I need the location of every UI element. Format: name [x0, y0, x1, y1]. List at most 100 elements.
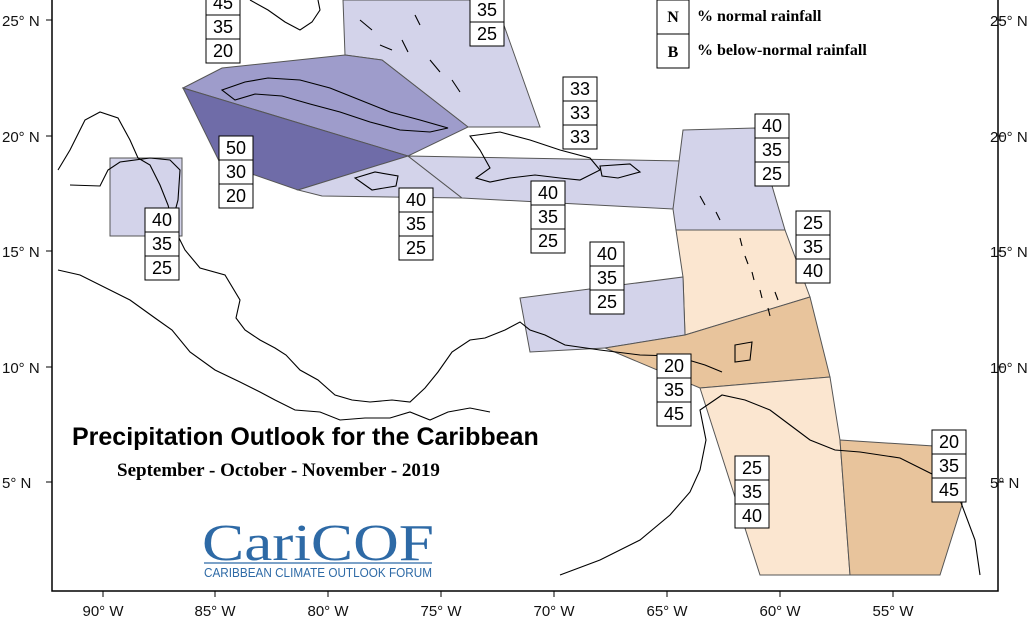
coastline-jamaica — [353, 171, 399, 191]
probability-value: 35 — [939, 456, 959, 476]
legend-letter-box-n — [656, 0, 690, 35]
probability-value: 45 — [213, 0, 233, 13]
probability-stack: 20 35 45 — [931, 429, 967, 503]
lat-ticks — [46, 19, 1004, 483]
lon-label: 70° W — [533, 603, 575, 620]
probability-value: 25 — [152, 258, 172, 278]
lon-ticks — [102, 591, 894, 597]
lat-label: 10° N — [2, 360, 40, 377]
probability-value: 25 — [597, 292, 617, 312]
legend-text-below: % below-normal rainfall — [697, 42, 867, 59]
lat-label: 15° N — [990, 244, 1028, 261]
probability-cell — [144, 231, 180, 257]
probability-cell — [656, 353, 692, 379]
probability-value: 20 — [213, 41, 233, 61]
probability-value: 20 — [226, 186, 246, 206]
probability-value: 40 — [742, 506, 762, 526]
probability-value: 40 — [538, 183, 558, 203]
probability-stack: 33 33 33 — [562, 76, 598, 150]
probability-stack: 40 35 25 — [144, 207, 180, 281]
legend-letter-b: B — [668, 44, 679, 61]
lat-label: 5° N — [990, 475, 1019, 492]
probability-cell — [734, 455, 770, 481]
probability-stack: 45 35 20 — [205, 0, 241, 64]
lon-label: 55° W — [872, 603, 914, 620]
legend: N % normal rainfall B % below-normal rai… — [656, 0, 867, 69]
coastline-bahamas — [359, 14, 479, 93]
lon-label: 85° W — [194, 603, 236, 620]
probability-cell — [398, 211, 434, 237]
probability-value: 35 — [213, 17, 233, 37]
probability-value: 33 — [570, 127, 590, 147]
probability-value: 25 — [538, 231, 558, 251]
probability-value: 50 — [226, 138, 246, 158]
probability-cell — [218, 135, 254, 161]
coastline-trinidad — [734, 341, 753, 363]
coastline-cuba — [220, 77, 449, 133]
probability-stack: 50 30 20 — [218, 135, 254, 209]
probability-value: 25 — [406, 238, 426, 258]
probability-cell — [205, 38, 241, 64]
probability-cell — [398, 187, 434, 213]
probability-cell — [398, 235, 434, 261]
probability-value: 35 — [538, 207, 558, 227]
coastline-florida — [249, 0, 321, 31]
probability-value: 45 — [664, 404, 684, 424]
probability-cell — [589, 241, 625, 267]
map-subtitle: September - October - November - 2019 — [117, 460, 440, 481]
probability-value: 33 — [570, 103, 590, 123]
probability-cell — [931, 477, 967, 503]
lon-label: 80° W — [307, 603, 349, 620]
probability-value: 40 — [803, 261, 823, 281]
probability-cell — [589, 289, 625, 315]
probability-value: 35 — [664, 380, 684, 400]
probability-value: 35 — [477, 0, 497, 20]
probability-value: 40 — [597, 244, 617, 264]
legend-letter-n: N — [667, 9, 679, 26]
legend-letter-box-b — [656, 33, 690, 69]
probability-cell — [144, 255, 180, 281]
lon-label: 60° W — [759, 603, 801, 620]
probability-value: 25 — [477, 24, 497, 44]
probability-value: 35 — [597, 268, 617, 288]
probability-stack: 25 35 40 — [795, 210, 831, 284]
outlook-zones — [109, 0, 966, 576]
lat-label: 20° N — [990, 129, 1028, 146]
probability-cell — [931, 453, 967, 479]
probability-boxes: 3525453520503020333333403525403525403525… — [144, 0, 967, 529]
lat-label: 10° N — [990, 360, 1028, 377]
coastline-hispaniola — [469, 131, 601, 183]
probability-value: 40 — [762, 116, 782, 136]
probability-value: 25 — [803, 213, 823, 233]
coastline-lesser-antilles — [699, 195, 779, 317]
probability-cell — [530, 204, 566, 230]
probability-value: 20 — [664, 356, 684, 376]
legend-text-normal: % normal rainfall — [697, 8, 822, 25]
caricof-logo: CariCOF CARIBBEAN CLIMATE OUTLOOK FORUM — [202, 515, 434, 580]
lat-labels-right: 25° N 20° N 15° N 10° N 5° N — [990, 13, 1028, 492]
probability-stack: 40 35 25 — [530, 180, 566, 254]
lon-label: 90° W — [82, 603, 124, 620]
probability-value: 25 — [762, 164, 782, 184]
probability-value: 35 — [406, 214, 426, 234]
lat-label: 25° N — [2, 13, 40, 30]
probability-cell — [734, 503, 770, 529]
probability-cell — [530, 228, 566, 254]
probability-value: 45 — [939, 480, 959, 500]
probability-cell — [754, 161, 790, 187]
probability-cell — [656, 401, 692, 427]
probability-stack: 25 35 40 — [734, 455, 770, 529]
probability-value: 35 — [152, 234, 172, 254]
lon-label: 65° W — [646, 603, 688, 620]
lon-labels: 90° W 85° W 80° W 75° W 70° W 65° W 60° … — [82, 603, 914, 620]
coastline-pacific-central-america — [57, 269, 491, 421]
probability-stack: 40 35 25 — [589, 241, 625, 315]
probability-value: 25 — [742, 458, 762, 478]
lat-label: 15° N — [2, 244, 40, 261]
probability-value: 35 — [762, 140, 782, 160]
probability-cell — [656, 377, 692, 403]
probability-cell — [218, 183, 254, 209]
probability-stack: 40 35 25 — [754, 113, 790, 187]
